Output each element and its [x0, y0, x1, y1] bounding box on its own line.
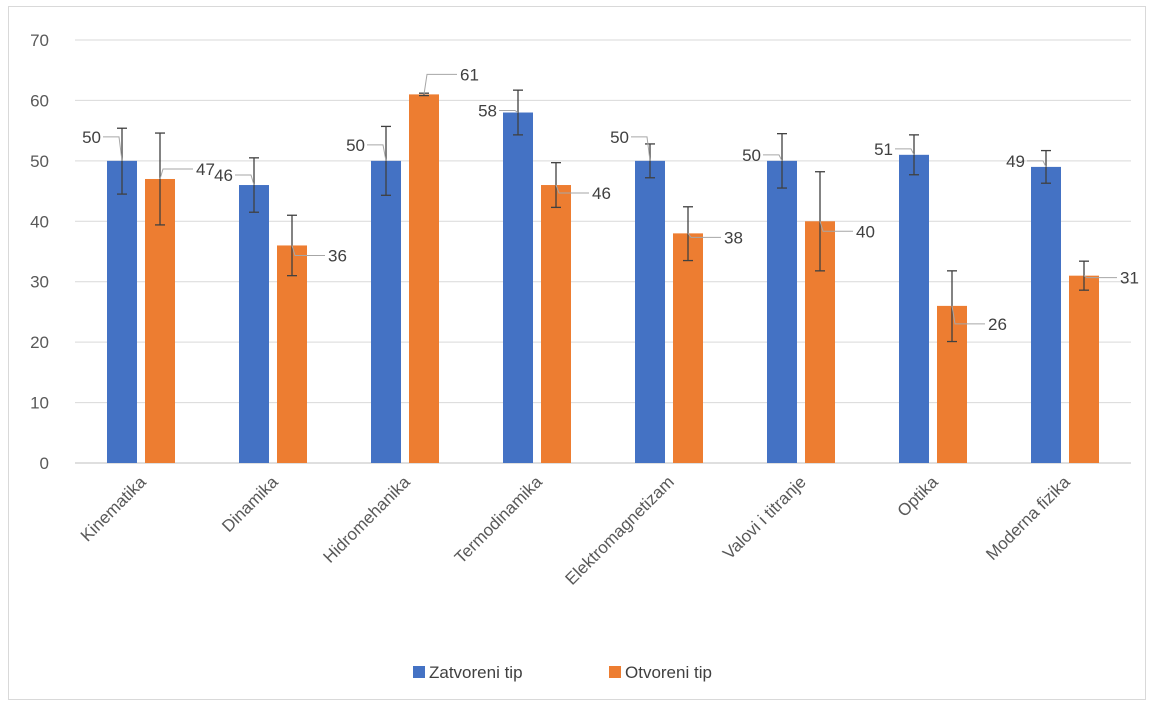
data-label: 50	[346, 136, 365, 155]
legend-label: Zatvoreni tip	[429, 663, 523, 682]
data-label-leader	[763, 154, 783, 162]
data-label-leader	[1083, 275, 1117, 279]
legend-swatch	[413, 666, 425, 678]
y-tick-label: 20	[30, 333, 49, 352]
data-label: 47	[196, 160, 215, 179]
bar-zatvoreni	[1031, 166, 1061, 463]
bar-zatvoreni	[503, 112, 533, 463]
data-label-leader	[951, 305, 985, 325]
bar-otvoreni	[409, 94, 439, 463]
data-label: 46	[592, 184, 611, 203]
data-label: 61	[460, 65, 479, 84]
gridlines	[75, 39, 1131, 464]
y-tick-label: 70	[30, 31, 49, 50]
bar-zatvoreni	[899, 154, 929, 464]
y-tick-label: 10	[30, 394, 49, 413]
x-tick-label: Optika	[894, 472, 943, 521]
x-tick-label: Termodinamika	[451, 472, 546, 567]
x-tick-label: Dinamika	[218, 472, 282, 536]
x-tick-label: Kinematika	[77, 472, 150, 545]
data-label: 51	[874, 140, 893, 159]
bar-zatvoreni	[371, 160, 401, 463]
y-tick-label: 0	[40, 454, 49, 473]
data-label: 36	[328, 246, 347, 265]
bar-otvoreni	[145, 178, 175, 463]
data-label-leader	[291, 245, 325, 256]
data-label-leader	[631, 136, 651, 161]
data-label-leader	[687, 233, 721, 238]
y-tick-label: 60	[30, 91, 49, 110]
data-label: 50	[82, 128, 101, 147]
error-bar	[815, 171, 825, 272]
data-label-leader	[159, 168, 193, 180]
data-label: 26	[988, 315, 1007, 334]
data-label-leader	[555, 184, 589, 194]
bar-zatvoreni	[239, 185, 269, 463]
data-label: 49	[1006, 152, 1025, 171]
data-label: 58	[478, 102, 497, 121]
data-label-leader	[895, 148, 915, 156]
x-tick-label: Valovi i titranje	[719, 472, 810, 563]
data-label: 31	[1120, 269, 1139, 288]
bar-zatvoreni	[767, 160, 797, 463]
x-tick-label: Hidromehanika	[320, 472, 415, 567]
error-bar	[513, 89, 523, 136]
data-label: 38	[724, 228, 743, 247]
legend-label: Otvoreni tip	[625, 663, 712, 682]
error-bar	[117, 127, 127, 195]
bar-zatvoreni	[107, 160, 137, 463]
data-label: 40	[856, 222, 875, 241]
bar-otvoreni	[673, 233, 703, 463]
data-label-leader	[235, 174, 255, 186]
y-tick-label: 50	[30, 152, 49, 171]
y-tick-label: 40	[30, 212, 49, 231]
data-label: 50	[742, 146, 761, 165]
x-tick-label: Moderna fizika	[982, 472, 1074, 564]
bar-otvoreni	[541, 185, 571, 463]
bar-zatvoreni	[635, 160, 665, 463]
y-tick-label: 30	[30, 273, 49, 292]
data-label: 46	[214, 166, 233, 185]
data-label-leader	[819, 221, 853, 232]
legend: Zatvoreni tip Otvoreni tip	[413, 663, 712, 682]
data-label: 50	[610, 128, 629, 147]
data-label-leader	[423, 73, 457, 95]
legend-swatch	[609, 666, 621, 678]
data-label-leader	[367, 144, 387, 161]
data-label-leader	[1027, 160, 1047, 168]
x-tick-label: Elektromagnetizam	[561, 472, 677, 588]
bar-otvoreni	[1069, 275, 1099, 463]
bar-otvoreni	[277, 245, 307, 463]
data-label-leader	[103, 136, 123, 161]
data-label-leader	[499, 110, 519, 113]
